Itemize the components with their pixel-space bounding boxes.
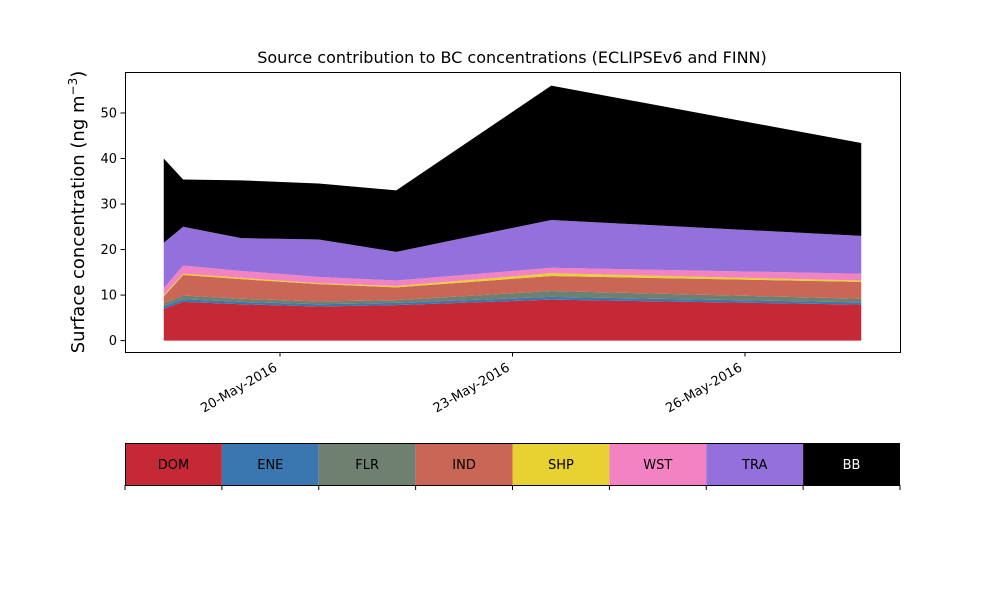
area-ind: [163, 275, 862, 304]
area-flr: [163, 290, 862, 307]
stacked-areas: [163, 85, 862, 341]
y-tick-label: 50: [100, 106, 117, 121]
legend-swatch-bb: [803, 443, 900, 485]
y-axis: 0 10 20 30 40 50: [100, 106, 125, 349]
colorbar-legend: DOM ENE FLR IND SHP WST TRA BB: [124, 443, 901, 490]
legend-label-dom: DOM: [158, 458, 189, 473]
legend-label-bb: BB: [843, 458, 861, 473]
y-tick-label: 0: [109, 334, 117, 349]
x-tick-label: 26-May-2016: [663, 360, 745, 416]
legend-swatch-wst: [609, 443, 707, 485]
legend-label-ind: IND: [452, 458, 476, 473]
y-tick-label: 40: [100, 152, 117, 167]
x-tick-label: 23-May-2016: [431, 360, 513, 416]
legend-swatch-dom: [125, 443, 222, 485]
legend-swatch-ene: [221, 443, 319, 485]
area-bb: [163, 85, 862, 252]
area-shp: [163, 273, 862, 297]
legend-swatch-flr: [318, 443, 416, 485]
legend-swatch-ind: [415, 443, 513, 485]
area-dom: [163, 299, 862, 341]
x-tick-label: 20-May-2016: [198, 360, 280, 416]
area-wst: [163, 265, 862, 296]
area-ene: [163, 296, 862, 309]
area-tra: [163, 219, 862, 289]
legend-label-shp: SHP: [548, 458, 574, 473]
legend-label-flr: FLR: [355, 458, 379, 473]
y-axis-label: Surface concentration (ng m−3): [66, 71, 89, 354]
y-tick-label: 10: [100, 289, 117, 304]
legend-label-wst: WST: [643, 458, 672, 473]
chart-title: Source contribution to BC concentrations…: [257, 48, 767, 67]
x-axis: 20-May-2016 23-May-2016 26-May-2016: [198, 352, 746, 416]
legend-swatch-tra: [706, 443, 804, 485]
legend-swatch-shp: [512, 443, 610, 485]
y-tick-label: 30: [100, 198, 117, 213]
legend-label-tra: TRA: [741, 458, 767, 473]
y-tick-label: 20: [100, 243, 117, 258]
legend-label-ene: ENE: [257, 458, 283, 473]
